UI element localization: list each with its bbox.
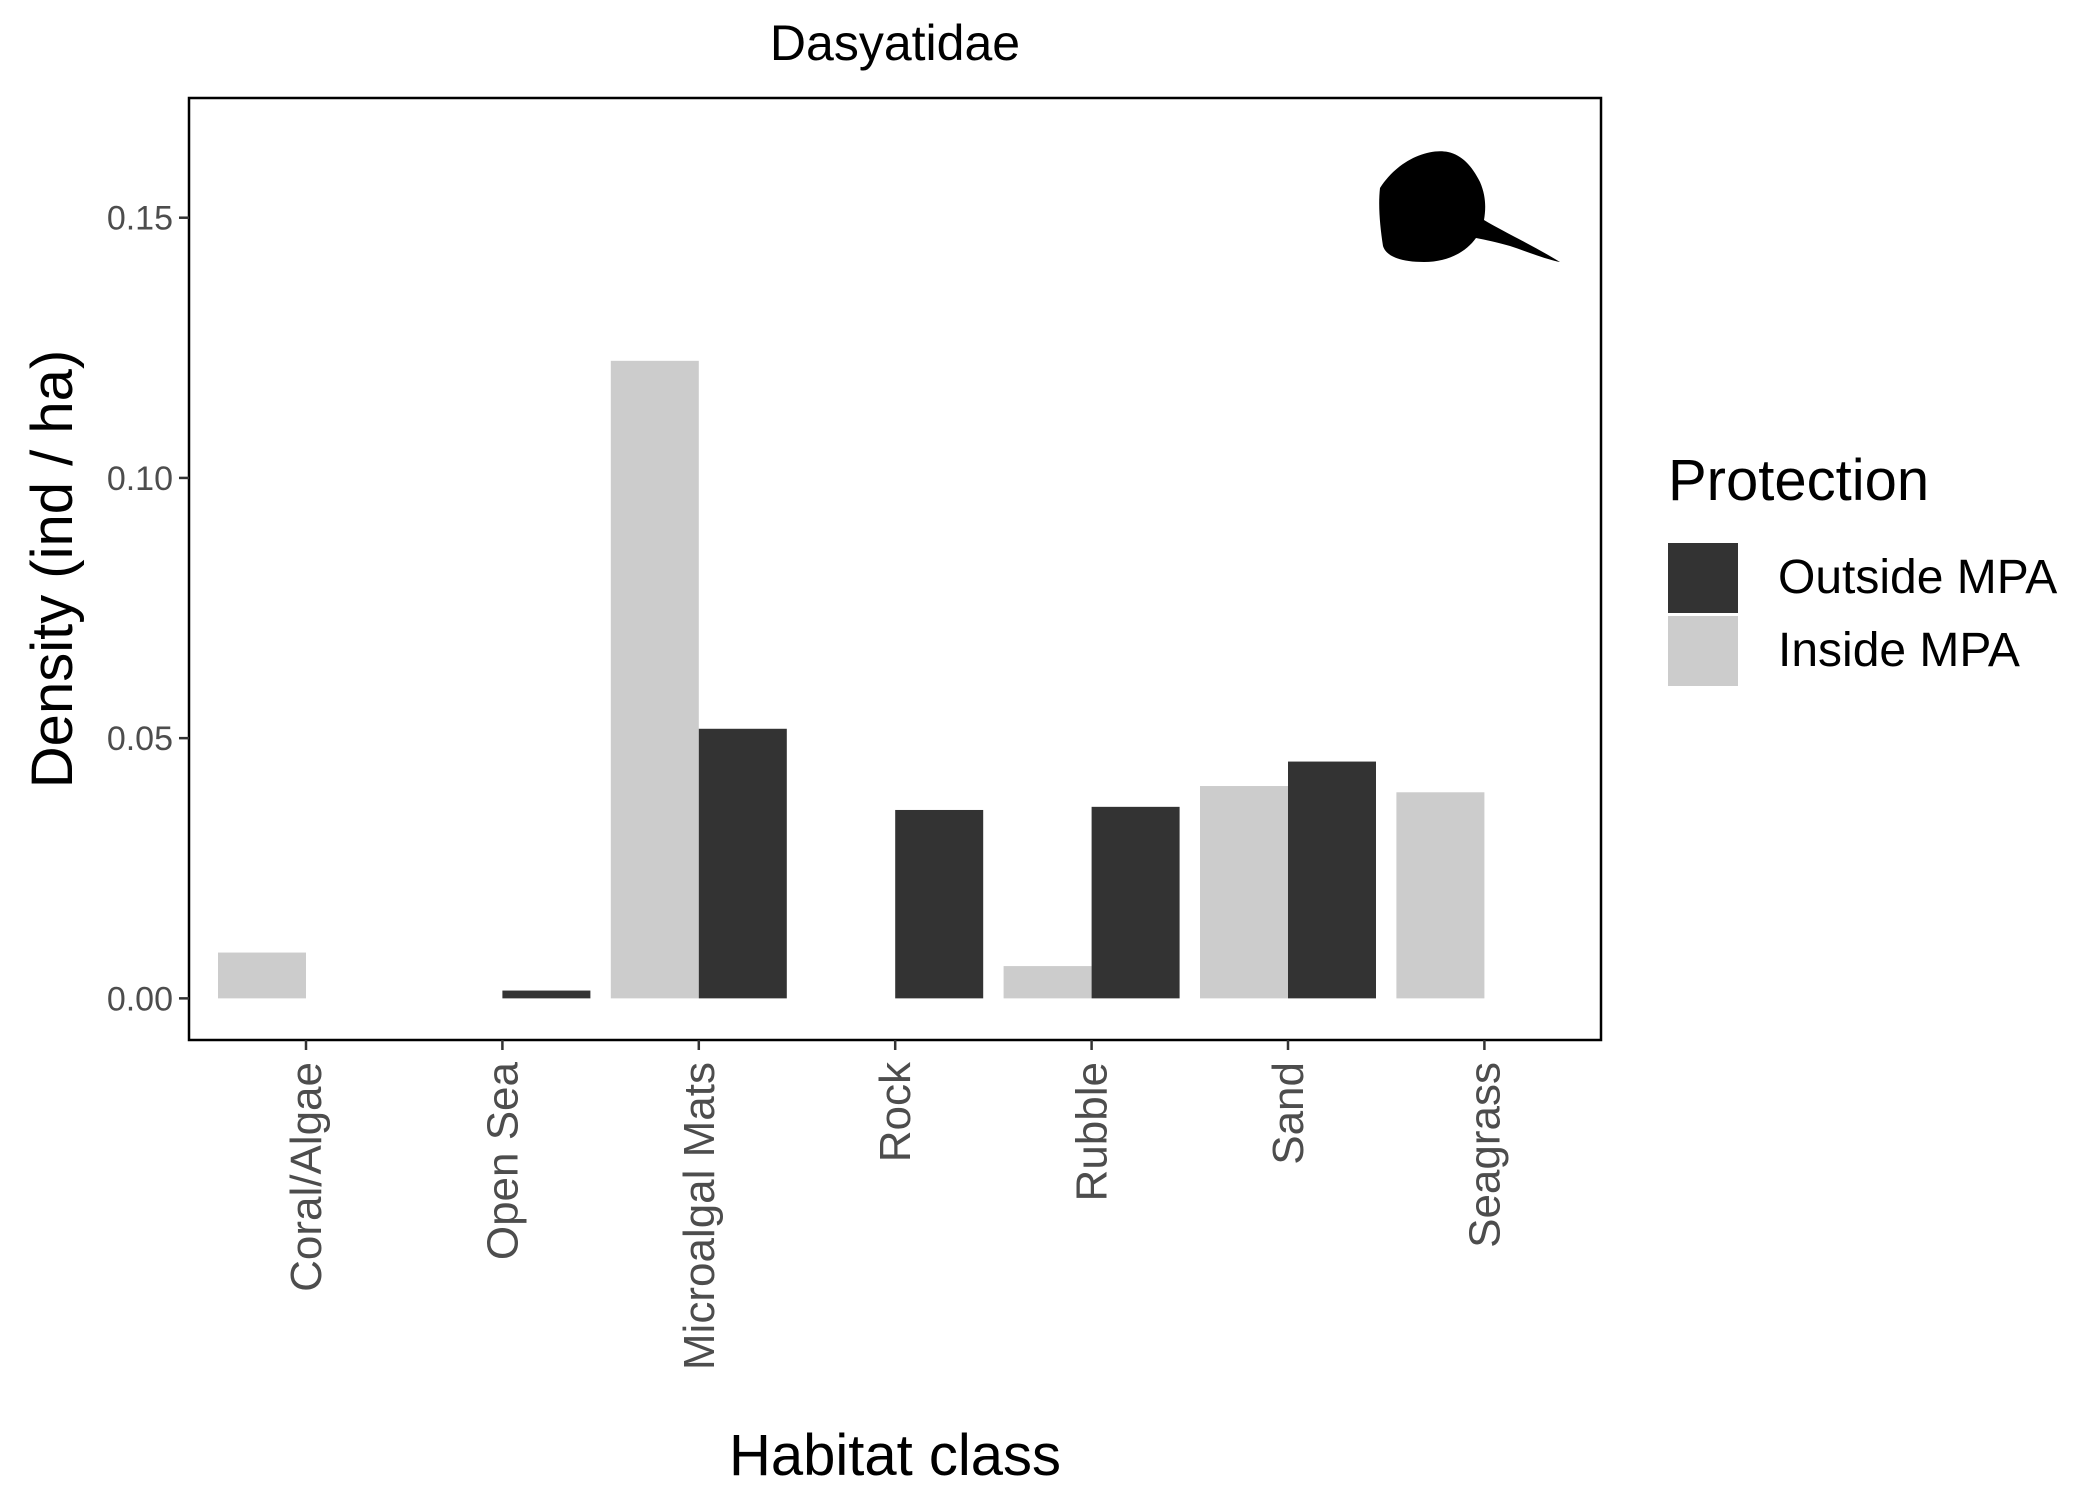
y-axis-ticks: 0.00 0.05 0.10 0.15 <box>107 200 189 1018</box>
legend-label: Inside MPA <box>1778 624 2020 677</box>
bar-inside-mpa <box>218 952 306 999</box>
chart-title: Dasyatidae <box>770 15 1020 71</box>
x-tick-label: Seagrass <box>1460 1062 1509 1248</box>
x-tick-label: Rubble <box>1068 1062 1117 1201</box>
x-tick-label: Microalgal Mats <box>675 1062 724 1370</box>
bar-inside-mpa <box>610 360 699 999</box>
legend-label: Outside MPA <box>1778 551 2057 604</box>
x-tick-label: Open Sea <box>478 1061 527 1260</box>
bar-inside-mpa <box>1003 966 1092 999</box>
x-tick-label: Sand <box>1264 1062 1313 1165</box>
stingray-icon <box>1379 151 1560 262</box>
x-tick-label: Coral/Algae <box>282 1062 331 1292</box>
y-axis-title: Density (ind / ha) <box>20 350 85 788</box>
bar-inside-mpa <box>1396 792 1485 999</box>
bar-outside-mpa <box>698 728 787 999</box>
y-tick-label: 0.10 <box>107 460 173 498</box>
x-axis-title: Habitat class <box>729 1423 1061 1488</box>
x-tick-label: Rock <box>871 1061 920 1162</box>
y-tick-label: 0.00 <box>107 980 173 1018</box>
y-tick-label: 0.15 <box>107 200 173 238</box>
legend-swatch <box>1668 616 1738 686</box>
bar-outside-mpa <box>895 809 984 999</box>
legend: Protection Outside MPA Inside MPA <box>1668 448 2057 686</box>
y-tick-label: 0.05 <box>107 720 173 758</box>
legend-title: Protection <box>1668 448 1929 513</box>
bar-outside-mpa <box>502 990 591 999</box>
bar-outside-mpa <box>1288 761 1376 999</box>
bars <box>218 360 1485 999</box>
bar-inside-mpa <box>1200 786 1288 999</box>
legend-swatch <box>1668 543 1738 613</box>
bar-outside-mpa <box>1091 806 1180 999</box>
x-axis-ticks: Coral/Algae Open Sea Microalgal Mats Rock Ru… <box>282 1040 1509 1370</box>
